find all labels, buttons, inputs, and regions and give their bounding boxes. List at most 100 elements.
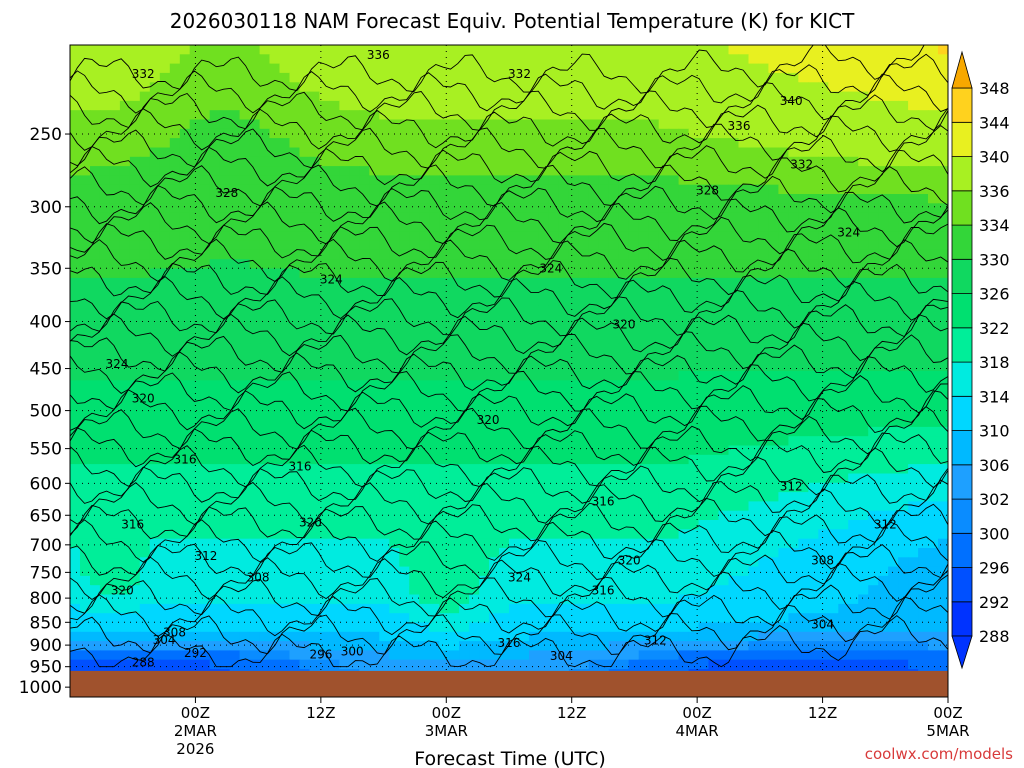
field-cell [628,100,640,111]
field-cell [269,408,281,419]
field-cell [648,119,660,130]
field-cell [638,417,650,428]
field-cell [828,175,839,186]
field-cell [389,175,400,186]
field-cell [878,389,889,400]
field-cell [399,156,410,167]
field-cell [419,296,430,307]
field-cell [159,72,171,83]
field-cell [109,501,121,512]
field-cell [688,222,700,232]
field-cell [449,194,460,204]
field-cell [788,175,799,186]
field-cell [558,175,570,186]
field-cell [139,240,151,251]
field-cell [688,538,700,549]
field-cell [529,371,540,381]
field-cell [698,175,710,186]
field-cell [608,492,620,502]
field-cell [249,352,261,363]
field-cell [688,482,700,493]
field-cell [219,240,231,251]
field-cell [778,166,789,176]
field-cell [708,445,720,456]
field-cell [509,389,520,400]
field-cell [828,324,839,335]
field-cell [638,119,650,130]
field-cell [309,82,321,93]
field-cell [309,380,321,391]
field-cell [309,100,321,111]
field-cell [898,268,909,279]
field-cell [249,426,261,437]
field-cell [129,315,141,325]
field-cell [469,100,480,111]
field-cell [788,408,799,419]
field-cell [628,473,640,484]
field-cell [419,501,430,512]
field-cell [179,538,191,549]
field-cell [938,398,948,409]
field-cell [578,408,590,419]
field-cell [99,520,111,530]
field-cell [439,91,450,102]
field-cell [90,128,101,139]
field-cell [858,45,869,55]
field-cell [598,138,610,148]
field-cell [519,240,530,251]
field-cell [648,240,660,251]
field-cell [109,231,121,242]
field-cell [918,371,929,381]
field-cell [389,548,400,558]
field-cell [299,54,311,65]
field-cell [718,110,730,121]
field-cell [638,454,650,465]
field-cell [838,231,849,242]
field-cell [678,222,690,232]
field-cell [189,287,201,298]
field-cell [379,501,390,512]
field-cell [858,315,869,325]
field-cell [568,259,580,270]
field-cell [439,482,450,493]
field-cell [479,426,490,437]
field-cell [588,212,600,223]
field-cell [80,184,91,195]
field-cell [70,557,81,568]
field-cell [588,492,600,502]
field-cell [259,110,271,121]
field-cell [229,436,241,447]
field-cell [80,119,91,130]
field-cell [179,343,191,353]
field-cell [339,45,350,55]
field-cell [618,501,630,512]
field-cell [548,128,560,139]
field-cell [489,333,500,344]
field-cell [898,138,909,148]
field-cell [708,212,720,223]
field-cell [858,277,869,288]
field-cell [878,464,889,474]
field-cell [529,352,540,363]
field-cell [339,473,350,484]
field-cell [479,482,490,493]
field-cell [658,305,670,316]
field-cell [409,557,420,568]
field-cell [728,72,740,83]
field-cell [409,389,420,400]
field-cell [668,445,680,456]
field-cell [628,417,640,428]
field-cell [568,119,580,130]
field-cell [638,492,650,502]
field-cell [119,371,131,381]
field-cell [568,45,580,55]
field-cell [369,249,380,260]
field-cell [169,482,181,493]
field-cell [109,529,121,540]
field-cell [758,240,769,251]
field-cell [818,445,829,456]
field-cell [179,473,191,484]
field-cell [728,324,740,335]
field-cell [469,538,480,549]
field-cell [359,194,370,204]
